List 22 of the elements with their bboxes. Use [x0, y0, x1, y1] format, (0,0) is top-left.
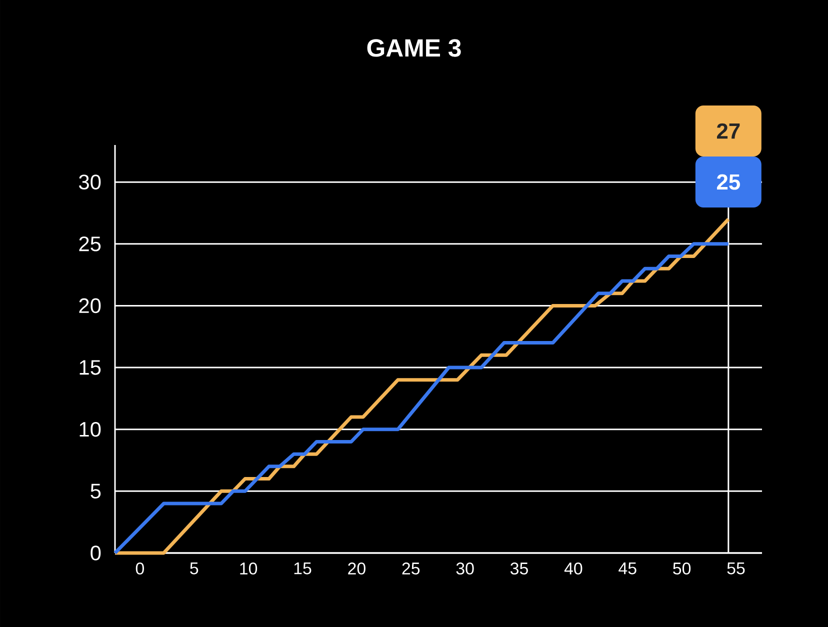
- y-tick-label: 25: [79, 236, 101, 252]
- x-tick-label: 45: [618, 562, 636, 574]
- x-tick-label: 25: [402, 562, 420, 574]
- x-tick-label: 5: [190, 562, 198, 574]
- y-tick-label: 10: [80, 422, 101, 437]
- x-tick-label: 55: [727, 562, 745, 574]
- y-tick-label: 20: [79, 298, 101, 314]
- text: 27: [716, 123, 740, 139]
- chart-title: GAME 3: [367, 39, 461, 57]
- y-tick-label: 0: [90, 546, 101, 560]
- annotation: 25: [716, 174, 740, 190]
- y-tick-label: 30: [79, 174, 101, 190]
- y-tick-label: 5: [90, 484, 101, 498]
- x-tick-label: 35: [510, 562, 528, 574]
- x-tick-label: 15: [294, 562, 312, 574]
- x-tick-label: 30: [456, 562, 474, 574]
- x-tick-label: 20: [348, 562, 366, 574]
- x-tick-label: 0: [136, 562, 144, 574]
- y-tick-label: 15: [80, 360, 101, 375]
- x-tick-label: 10: [240, 562, 258, 574]
- x-tick-label: 50: [673, 562, 691, 574]
- x-tick-label: 40: [564, 562, 582, 574]
